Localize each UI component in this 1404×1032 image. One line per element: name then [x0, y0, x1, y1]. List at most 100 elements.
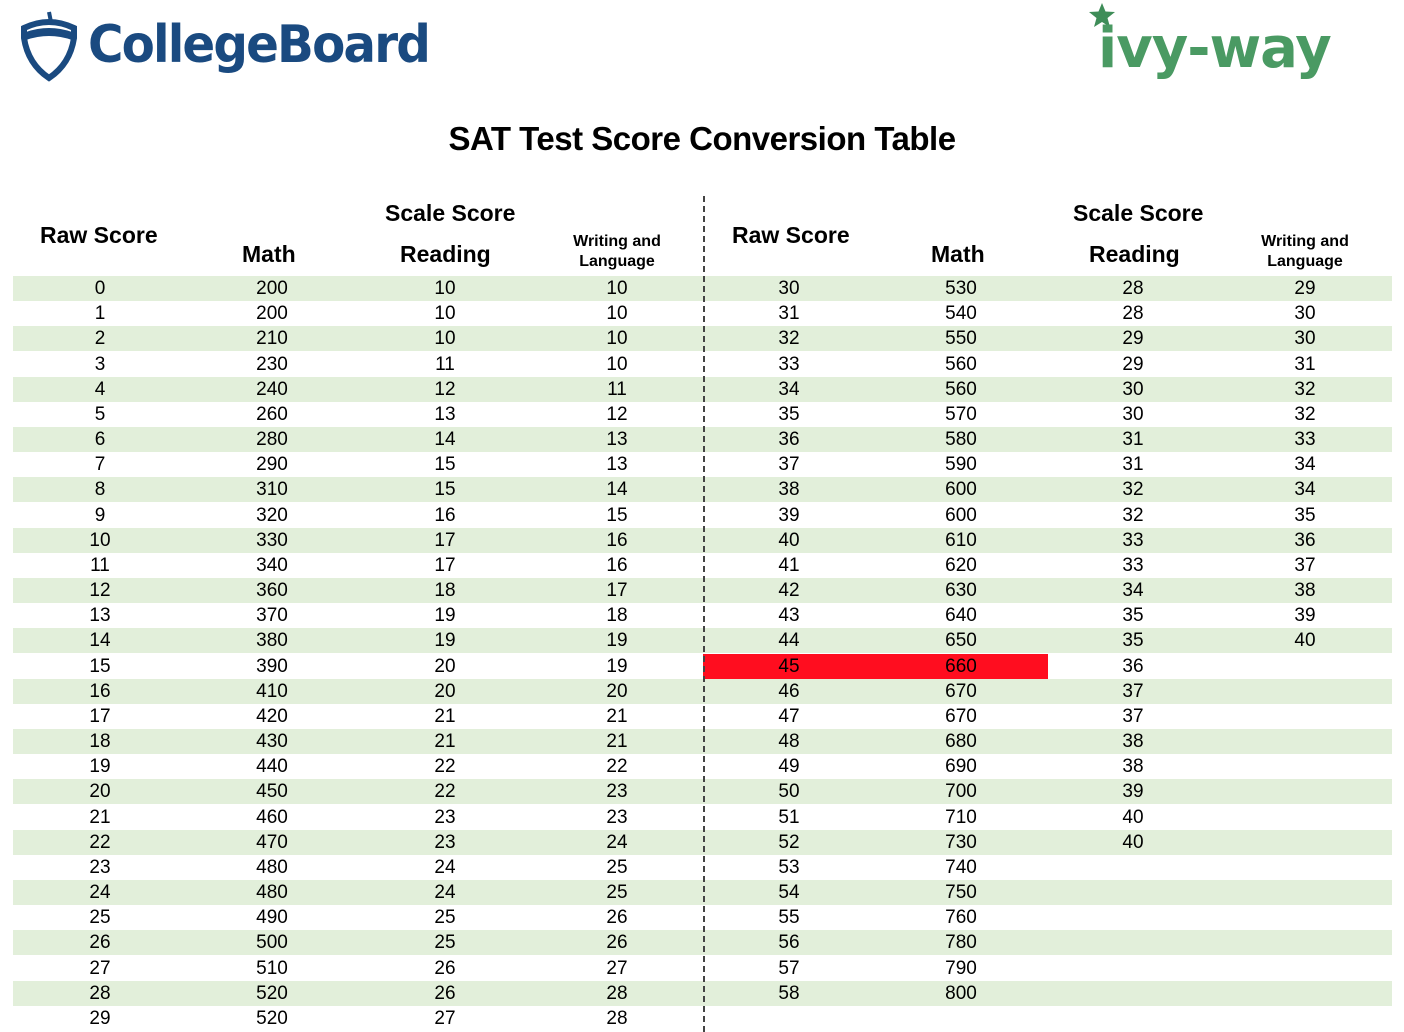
header-writing-left: Writing and Language	[560, 232, 674, 272]
cell-reading: 27	[434, 1007, 456, 1029]
cell-writing: 12	[606, 403, 628, 425]
header-writing-line2: Language	[1267, 253, 1343, 270]
cell-reading: 35	[1122, 630, 1144, 652]
header-scale-score-right: Scale Score	[1073, 200, 1204, 226]
cell-math: 800	[945, 982, 977, 1004]
cell-math: 480	[256, 882, 288, 904]
cell-reading: 36	[1122, 655, 1144, 677]
table-row: 22 470 23 24	[13, 829, 703, 855]
cell-math: 310	[256, 479, 288, 501]
cell-math: 790	[945, 957, 977, 979]
table-row: 39 600 32 35	[703, 503, 1392, 528]
cell-math: 370	[256, 605, 288, 627]
collegeboard-logo: CollegeBoard	[18, 8, 455, 82]
cell-writing: 22	[606, 756, 628, 778]
table-row: 3 230 11 10	[13, 352, 703, 377]
cell-math: 560	[945, 378, 977, 400]
cell-raw: 23	[89, 856, 111, 878]
cell-writing: 20	[606, 680, 628, 702]
cell-math: 290	[256, 454, 288, 476]
cell-raw: 12	[89, 580, 111, 602]
header-math-left: Math	[242, 241, 296, 267]
ivy-leaf-icon	[1089, 3, 1115, 27]
cell-math: 460	[256, 806, 288, 828]
cell-writing: 26	[606, 907, 628, 929]
cell-math: 570	[945, 403, 977, 425]
cell-math: 420	[256, 705, 288, 727]
cell-reading: 21	[434, 705, 456, 727]
cell-writing: 38	[1294, 580, 1316, 602]
cell-writing: 35	[1294, 504, 1316, 526]
cell-math: 760	[945, 907, 977, 929]
cell-math: 520	[256, 1007, 288, 1029]
table-row: 14 380 19 19	[13, 628, 703, 654]
table-row: 32 550 29 30	[703, 326, 1392, 352]
table-row: 21 460 23 23	[13, 805, 703, 830]
cell-raw: 25	[89, 907, 111, 929]
cell-raw: 44	[778, 630, 800, 652]
table-row: 29 520 27 28	[13, 1006, 703, 1031]
cell-raw: 41	[778, 554, 800, 576]
cell-reading: 40	[1122, 806, 1144, 828]
cell-reading: 22	[434, 756, 456, 778]
cell-math: 320	[256, 504, 288, 526]
table-row: 25 490 25 26	[13, 905, 703, 930]
cell-writing: 37	[1294, 554, 1316, 576]
table-row: 54 750	[703, 880, 1392, 906]
cell-raw: 52	[778, 831, 800, 853]
cell-writing: 19	[606, 655, 628, 677]
cell-raw: 24	[89, 882, 111, 904]
cell-raw: 16	[89, 680, 111, 702]
cell-writing: 23	[606, 781, 628, 803]
cell-reading: 31	[1122, 429, 1144, 451]
cell-writing: 32	[1294, 403, 1316, 425]
cell-reading: 37	[1122, 705, 1144, 727]
cell-raw: 35	[778, 403, 800, 425]
cell-math: 640	[945, 605, 977, 627]
header-raw-score-left: Raw Score	[40, 222, 158, 248]
cell-writing: 24	[606, 831, 628, 853]
cell-reading: 10	[434, 328, 456, 350]
table-row: 53 740	[703, 855, 1392, 880]
cell-writing: 23	[606, 806, 628, 828]
cell-raw: 27	[89, 957, 111, 979]
cell-reading: 40	[1122, 831, 1144, 853]
cell-reading: 38	[1122, 756, 1144, 778]
table-row: 52 730 40	[703, 829, 1392, 855]
table-row: 24 480 24 25	[13, 880, 703, 906]
cell-writing: 10	[606, 278, 628, 299]
cell-writing: 25	[606, 856, 628, 878]
cell-raw: 37	[778, 454, 800, 476]
cell-math: 580	[945, 429, 977, 451]
cell-writing: 18	[606, 605, 628, 627]
cell-writing: 16	[606, 529, 628, 551]
cell-reading: 25	[434, 932, 456, 954]
cell-reading: 17	[434, 554, 456, 576]
cell-math: 710	[945, 806, 977, 828]
cell-raw: 2	[94, 328, 106, 350]
cell-raw: 49	[778, 756, 800, 778]
cell-writing: 34	[1294, 479, 1316, 501]
cell-reading: 31	[1122, 454, 1144, 476]
cell-reading: 24	[434, 856, 456, 878]
cell-writing: 11	[607, 378, 627, 400]
cell-raw: 34	[778, 378, 800, 400]
cell-math: 260	[256, 403, 288, 425]
table-row: 13 370 19 18	[13, 603, 703, 628]
cell-writing: 30	[1294, 303, 1316, 325]
header-reading-left: Reading	[400, 241, 491, 267]
cell-raw: 39	[778, 504, 800, 526]
cell-math: 490	[256, 907, 288, 929]
cell-reading: 28	[1122, 278, 1144, 299]
cell-math: 600	[945, 479, 977, 501]
page-title: SAT Test Score Conversion Table	[448, 120, 956, 157]
cell-writing: 26	[606, 932, 628, 954]
table-row: 17 420 21 21	[13, 704, 703, 729]
cell-reading: 32	[1122, 504, 1144, 526]
cell-math: 210	[256, 328, 288, 350]
cell-raw: 31	[778, 303, 800, 325]
cell-reading: 24	[434, 882, 456, 904]
cell-writing: 40	[1294, 630, 1316, 652]
cell-raw: 30	[778, 278, 800, 299]
cell-math: 520	[256, 982, 288, 1004]
